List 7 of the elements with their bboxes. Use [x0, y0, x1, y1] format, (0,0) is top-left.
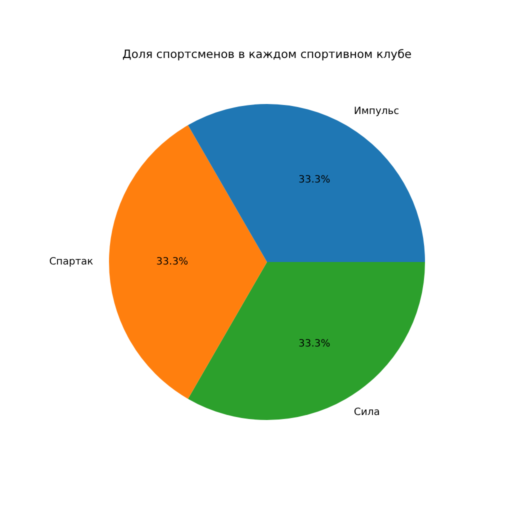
data-label: 33.3%: [298, 174, 330, 186]
data-label: 33.3%: [298, 338, 330, 350]
chart-title: Доля спортсменов в каждом спортивном клубе: [122, 46, 412, 61]
slice-label: Спартак: [49, 256, 94, 268]
data-label: 33.3%: [156, 256, 188, 268]
slice-label: Импульс: [354, 106, 400, 118]
slice-label: Сила: [354, 407, 380, 418]
